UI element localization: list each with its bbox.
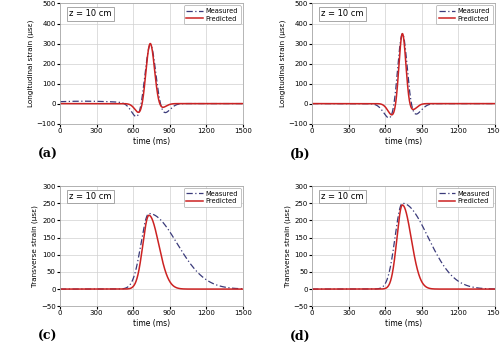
Text: z = 10 cm: z = 10 cm [322, 192, 364, 201]
Legend: Measured, Predicted: Measured, Predicted [436, 6, 493, 24]
Text: z = 10 cm: z = 10 cm [69, 9, 112, 18]
X-axis label: time (ms): time (ms) [385, 319, 422, 328]
Y-axis label: Transverse strain (μsε): Transverse strain (μsε) [32, 205, 38, 287]
Y-axis label: Transverse strain (μsε): Transverse strain (μsε) [284, 205, 290, 287]
X-axis label: time (ms): time (ms) [133, 136, 170, 145]
Legend: Measured, Predicted: Measured, Predicted [436, 188, 493, 207]
Text: (c): (c) [38, 330, 58, 343]
X-axis label: time (ms): time (ms) [133, 319, 170, 328]
Text: (b): (b) [290, 148, 311, 161]
Legend: Measured, Predicted: Measured, Predicted [184, 6, 241, 24]
Text: (a): (a) [38, 148, 58, 161]
Text: (d): (d) [290, 330, 311, 343]
Y-axis label: Longitudinal strain (μsε): Longitudinal strain (μsε) [27, 20, 34, 107]
X-axis label: time (ms): time (ms) [385, 136, 422, 145]
Legend: Measured, Predicted: Measured, Predicted [184, 188, 241, 207]
Text: z = 10 cm: z = 10 cm [322, 9, 364, 18]
Text: z = 10 cm: z = 10 cm [69, 192, 112, 201]
Y-axis label: Longitudinal strain (μsε): Longitudinal strain (μsε) [280, 20, 286, 107]
